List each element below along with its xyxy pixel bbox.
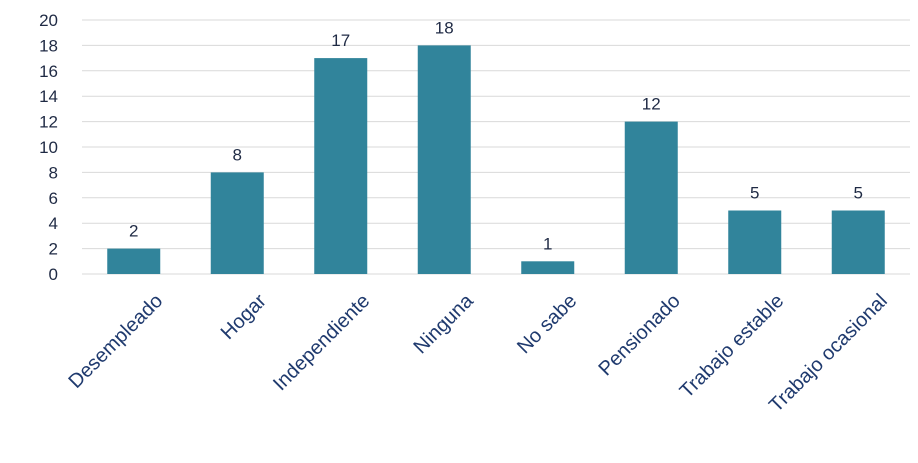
y-tick-label: 16 bbox=[39, 62, 58, 81]
y-tick-label: 4 bbox=[49, 214, 58, 233]
x-tick-label: Independiente bbox=[269, 290, 374, 395]
y-tick-label: 12 bbox=[39, 113, 58, 132]
x-tick-label: Pensionado bbox=[595, 290, 685, 380]
bar bbox=[624, 121, 678, 274]
y-tick-label: 18 bbox=[39, 36, 58, 55]
data-label: 17 bbox=[331, 31, 350, 50]
y-tick-label: 2 bbox=[49, 240, 58, 259]
data-label: 5 bbox=[750, 184, 759, 203]
bar bbox=[314, 58, 368, 274]
bar bbox=[728, 210, 782, 274]
grid-layer bbox=[82, 19, 910, 275]
x-tick-label: Trabajo estable bbox=[676, 290, 789, 403]
x-tick-label: Desempleado bbox=[64, 290, 167, 393]
data-label: 1 bbox=[543, 234, 552, 253]
x-tick-label: Ninguna bbox=[410, 289, 479, 358]
data-label: 5 bbox=[854, 184, 863, 203]
y-tick-label: 20 bbox=[39, 11, 58, 30]
x-tick-label: No sabe bbox=[513, 290, 581, 358]
data-labels: 2 8 17 18 1 12 5 5 bbox=[129, 18, 863, 253]
y-tick-label: 14 bbox=[39, 87, 58, 106]
y-tick-label: 6 bbox=[49, 189, 58, 208]
x-tick-label: Hogar bbox=[217, 290, 271, 344]
data-label: 12 bbox=[642, 95, 661, 114]
y-tick-label: 0 bbox=[49, 265, 58, 284]
y-tick-label: 8 bbox=[49, 163, 58, 182]
bars bbox=[107, 45, 885, 275]
data-label: 2 bbox=[129, 222, 138, 241]
y-axis-ticks: 0 2 4 6 8 10 12 14 16 18 20 bbox=[39, 11, 58, 284]
y-tick-label: 10 bbox=[39, 138, 58, 157]
bar bbox=[831, 210, 885, 274]
data-label: 8 bbox=[233, 145, 242, 164]
bar bbox=[521, 261, 575, 274]
data-label: 18 bbox=[435, 18, 454, 37]
bar bbox=[107, 248, 161, 274]
bar bbox=[417, 45, 471, 275]
bar bbox=[210, 172, 264, 274]
